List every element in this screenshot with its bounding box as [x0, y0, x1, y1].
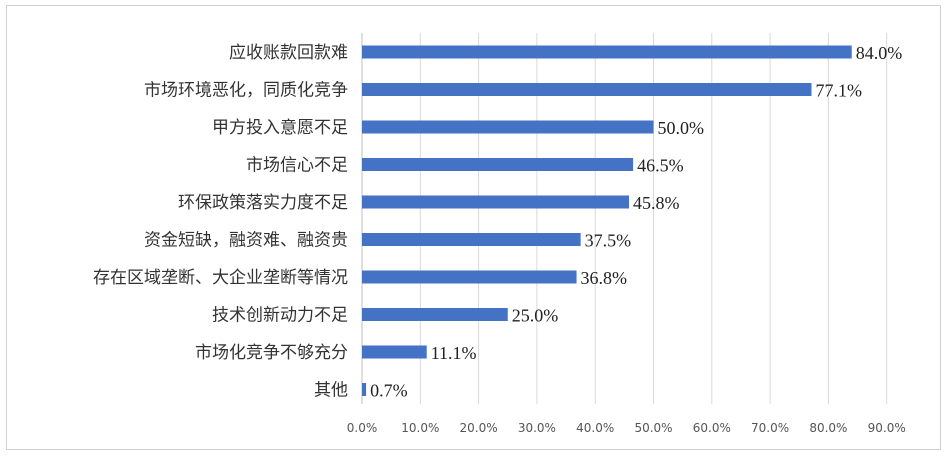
- category-label: 资金短缺，融资难、融资贵: [144, 231, 348, 251]
- data-label: 25.0%: [512, 306, 559, 326]
- data-label: 77.1%: [815, 81, 862, 101]
- category-label: 甲方投入意愿不足: [212, 118, 348, 138]
- x-tick-label: 20.0%: [460, 421, 498, 435]
- bar: [362, 120, 654, 134]
- data-label: 36.8%: [581, 268, 628, 288]
- data-label: 46.5%: [637, 156, 684, 176]
- data-label: 0.7%: [370, 381, 408, 401]
- x-tick-label: 0.0%: [347, 421, 378, 435]
- category-label: 技术创新动力不足: [212, 306, 348, 326]
- category-label: 环保政策落实力度不足: [178, 193, 348, 213]
- bar: [362, 158, 634, 171]
- data-label: 37.5%: [585, 231, 632, 251]
- bar: [362, 195, 630, 209]
- category-label: 应收账款回款难: [229, 43, 348, 63]
- x-tick-label: 90.0%: [868, 421, 906, 435]
- x-tick-label: 70.0%: [751, 421, 789, 435]
- x-tick-label: 80.0%: [809, 421, 847, 435]
- chart-frame: [6, 5, 941, 450]
- x-tick-label: 50.0%: [634, 421, 672, 435]
- data-label: 50.0%: [658, 118, 705, 138]
- bar: [362, 233, 581, 246]
- category-label: 市场环境恶化，同质化竞争: [144, 81, 348, 101]
- category-label: 存在区域垄断、大企业垄断等情况: [93, 268, 348, 288]
- bar: [362, 345, 427, 359]
- category-label: 其他: [314, 381, 348, 401]
- data-label: 84.0%: [856, 43, 903, 63]
- category-label: 市场信心不足: [246, 156, 348, 176]
- x-tick-label: 10.0%: [401, 421, 439, 435]
- bar: [362, 83, 812, 96]
- bar: [362, 45, 852, 59]
- bar: [362, 270, 577, 284]
- x-tick-label: 40.0%: [576, 421, 614, 435]
- data-label: 11.1%: [431, 343, 477, 363]
- x-tick-label: 30.0%: [518, 421, 556, 435]
- bar: [362, 383, 367, 396]
- x-tick-label: 60.0%: [693, 421, 731, 435]
- data-label: 45.8%: [633, 193, 680, 213]
- bar: [362, 308, 508, 321]
- category-label: 市场化竞争不够充分: [195, 343, 348, 363]
